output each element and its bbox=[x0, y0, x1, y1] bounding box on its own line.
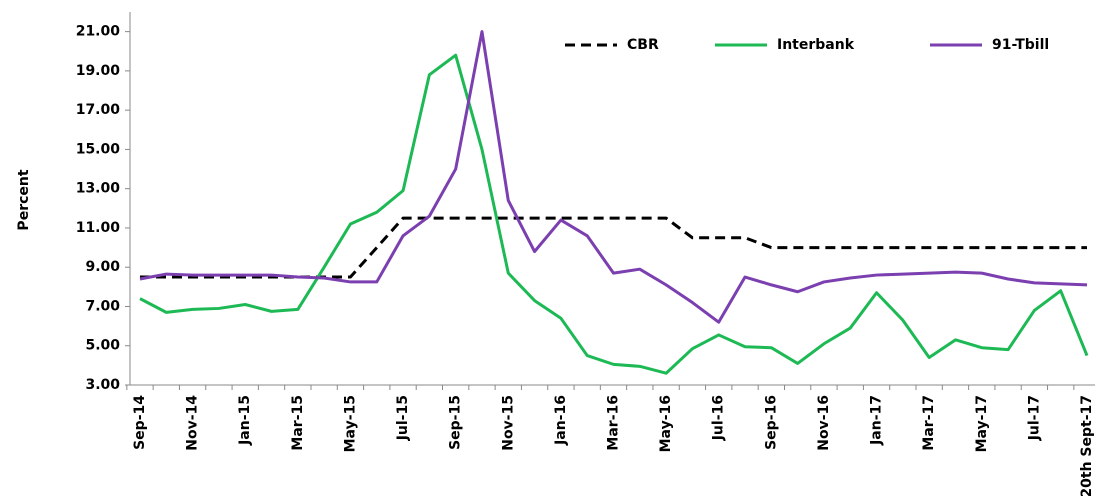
x-tick-label: May-15 bbox=[342, 395, 358, 452]
legend-label: CBR bbox=[627, 37, 659, 53]
x-tick-label: Jan-17 bbox=[869, 395, 885, 446]
y-axis-label: Percent bbox=[16, 169, 32, 230]
x-tick-label: Nov-16 bbox=[816, 395, 832, 451]
x-tick-label: May-16 bbox=[658, 395, 674, 452]
x-tick-label: Jul-17 bbox=[1026, 395, 1042, 441]
x-tick-label: Mar-16 bbox=[606, 395, 622, 451]
y-tick-label: 15.00 bbox=[76, 141, 121, 157]
y-tick-label: 5.00 bbox=[85, 338, 120, 354]
x-tick-label: Nov-15 bbox=[500, 395, 516, 451]
x-tick-label: Jul-16 bbox=[711, 395, 727, 441]
y-tick-label: 13.00 bbox=[76, 181, 121, 197]
x-tick-label: Jan-16 bbox=[553, 395, 569, 446]
legend-label: Interbank bbox=[777, 37, 855, 53]
y-tick-label: 9.00 bbox=[85, 259, 120, 275]
y-tick-label: 11.00 bbox=[76, 220, 121, 236]
x-tick-label: Jul-15 bbox=[395, 395, 411, 441]
y-tick-label: 3.00 bbox=[85, 377, 120, 393]
series-line bbox=[139, 53, 1089, 375]
x-tick-label: 20th Sept-17 bbox=[1079, 395, 1095, 496]
x-tick-label: Mar-15 bbox=[290, 395, 306, 451]
x-tick-label: Sep-14 bbox=[132, 395, 148, 450]
y-tick-label: 21.00 bbox=[76, 24, 121, 40]
x-tick-label: Sep-15 bbox=[448, 395, 464, 450]
x-tick-label: Mar-17 bbox=[921, 395, 937, 451]
x-tick-label: Nov-14 bbox=[185, 395, 201, 451]
y-tick-label: 7.00 bbox=[85, 298, 120, 314]
series-line bbox=[139, 30, 1088, 324]
series-line bbox=[140, 216, 1087, 279]
x-tick-label: May-17 bbox=[974, 395, 990, 452]
y-tick-label: 19.00 bbox=[76, 63, 121, 79]
legend-label: 91-Tbill bbox=[992, 37, 1049, 53]
y-tick-label: 17.00 bbox=[76, 102, 121, 118]
x-tick-label: Jan-15 bbox=[237, 395, 253, 446]
x-tick-label: Sep-16 bbox=[763, 395, 779, 450]
